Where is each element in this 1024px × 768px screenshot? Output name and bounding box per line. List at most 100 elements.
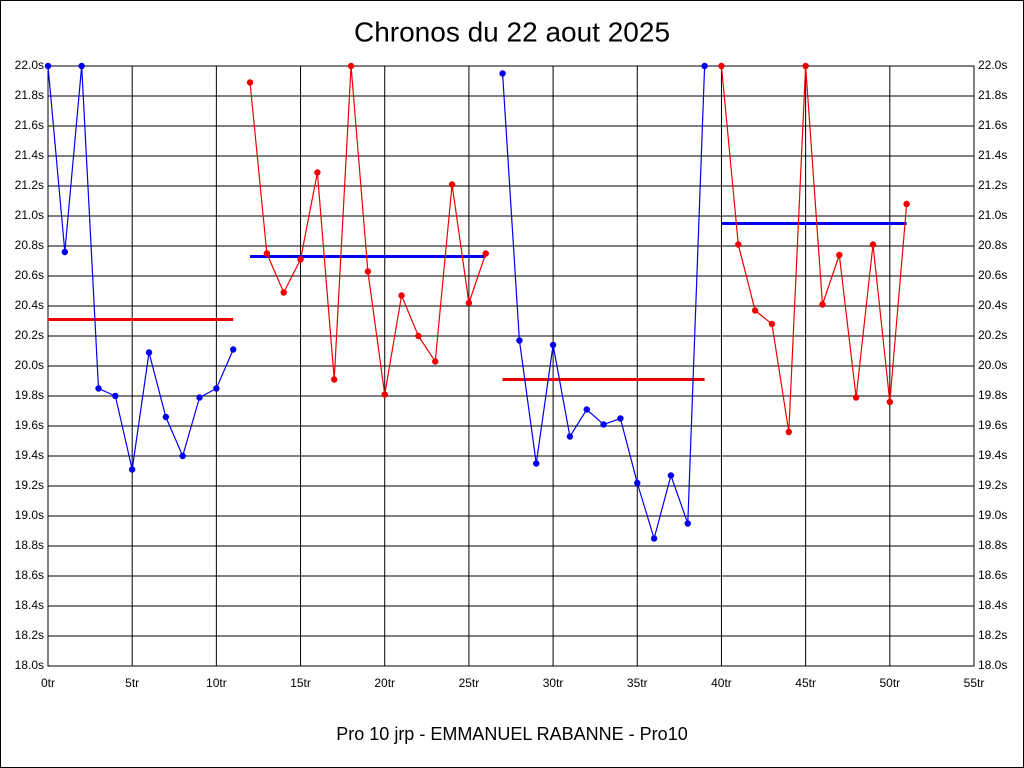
x-tick-label: 15tr: [290, 676, 311, 690]
data-point: [280, 289, 287, 296]
x-tick-label: 30tr: [543, 676, 564, 690]
data-point: [718, 62, 725, 70]
y-tick-label: 19.6s: [15, 418, 44, 432]
x-tick-label: 5tr: [125, 676, 139, 690]
data-point: [465, 299, 473, 307]
data-point: [263, 250, 271, 257]
data-point: [583, 406, 590, 413]
y-tick-label: 18.6s: [978, 568, 1007, 582]
chart-title: Chronos du 22 aout 2025: [354, 16, 670, 47]
y-tick-label: 19.8s: [15, 388, 44, 402]
data-point: [381, 391, 388, 398]
data-point: [398, 292, 405, 299]
y-tick-label: 20.6s: [15, 268, 44, 282]
plot-border: [47, 65, 975, 667]
x-tick-label: 10tr: [206, 676, 227, 690]
data-point: [650, 535, 658, 542]
data-point: [499, 70, 506, 77]
y-tick-label: 19.4s: [15, 448, 44, 462]
y-tick-label: 18.8s: [15, 538, 44, 552]
y-tick-label: 19.0s: [978, 508, 1007, 522]
y-tick-label: 18.0s: [15, 658, 44, 672]
data-point: [667, 472, 675, 479]
data-point: [314, 169, 321, 176]
y-tick-label: 19.8s: [978, 388, 1007, 402]
y-tick-label: 22.0s: [978, 58, 1007, 72]
y-tick-label: 21.4s: [978, 148, 1007, 162]
y-tick-label: 21.8s: [978, 88, 1007, 102]
y-tick-label: 21.0s: [15, 208, 44, 222]
y-tick-label: 20.4s: [15, 298, 44, 312]
y-tick-label: 18.8s: [978, 538, 1007, 552]
y-tick-label: 19.0s: [15, 508, 44, 522]
y-tick-label: 22.0s: [15, 58, 44, 72]
data-point: [364, 268, 372, 275]
y-tick-label: 21.2s: [15, 178, 44, 192]
y-tick-label: 21.4s: [15, 148, 44, 162]
data-point: [213, 385, 220, 392]
x-tick-label: 55tr: [964, 676, 985, 690]
y-tick-label: 18.2s: [15, 628, 44, 642]
y-tick-label: 19.2s: [15, 478, 44, 492]
data-point: [617, 415, 624, 422]
data-point: [230, 346, 237, 353]
data-point: [819, 301, 826, 308]
x-tick-label: 40tr: [711, 676, 732, 690]
data-point: [600, 421, 607, 428]
y-tick-label: 20.2s: [978, 328, 1007, 342]
data-point: [145, 349, 153, 356]
y-tick-label: 20.4s: [978, 298, 1007, 312]
y-tick-label: 18.4s: [978, 598, 1007, 612]
y-tick-label: 18.0s: [978, 658, 1007, 672]
x-axis-title: Pro 10 jrp - EMMANUEL RABANNE - Pro10: [336, 724, 687, 744]
data-point: [516, 337, 523, 344]
data-point: [684, 520, 691, 527]
data-point: [566, 433, 574, 440]
data-point: [751, 307, 759, 314]
y-tick-label: 21.2s: [978, 178, 1007, 192]
data-point: [482, 250, 489, 257]
data-point: [869, 241, 877, 248]
y-tick-label: 20.8s: [978, 238, 1007, 252]
y-tick-label: 20.6s: [978, 268, 1007, 282]
data-point: [44, 62, 52, 70]
x-tick-label: 45tr: [795, 676, 816, 690]
x-tick-label: 35tr: [627, 676, 648, 690]
data-point: [246, 79, 254, 86]
data-point: [297, 256, 304, 263]
data-point: [78, 62, 85, 70]
data-point: [785, 428, 792, 436]
y-tick-label: 20.0s: [15, 358, 44, 372]
y-tick-label: 21.6s: [978, 118, 1007, 132]
y-tick-label: 20.0s: [978, 358, 1007, 372]
data-point: [852, 394, 860, 401]
y-tick-label: 21.0s: [978, 208, 1007, 222]
y-tick-label: 20.2s: [15, 328, 44, 342]
y-tick-label: 18.4s: [15, 598, 44, 612]
data-point: [432, 358, 439, 365]
data-point: [802, 62, 809, 70]
y-tick-label: 19.2s: [978, 478, 1007, 492]
y-tick-label: 21.6s: [15, 118, 44, 132]
x-tick-label: 0tr: [41, 676, 55, 690]
data-point: [347, 62, 355, 70]
y-tick-label: 18.6s: [15, 568, 44, 582]
y-tick-label: 19.6s: [978, 418, 1007, 432]
x-tick-label: 50tr: [879, 676, 900, 690]
data-point: [196, 394, 203, 401]
data-point: [415, 332, 422, 340]
data-point: [768, 320, 776, 328]
y-tick-label: 21.8s: [15, 88, 44, 102]
data-point: [162, 413, 170, 421]
x-tick-label: 25tr: [459, 676, 480, 690]
data-point: [549, 341, 557, 349]
data-point: [701, 62, 708, 70]
series-line: [720, 65, 908, 433]
x-tick-label: 20tr: [374, 676, 395, 690]
y-tick-label: 18.2s: [978, 628, 1007, 642]
data-point: [331, 376, 338, 383]
data-point: [448, 181, 456, 188]
data-point: [836, 251, 843, 259]
data-point: [95, 385, 102, 392]
